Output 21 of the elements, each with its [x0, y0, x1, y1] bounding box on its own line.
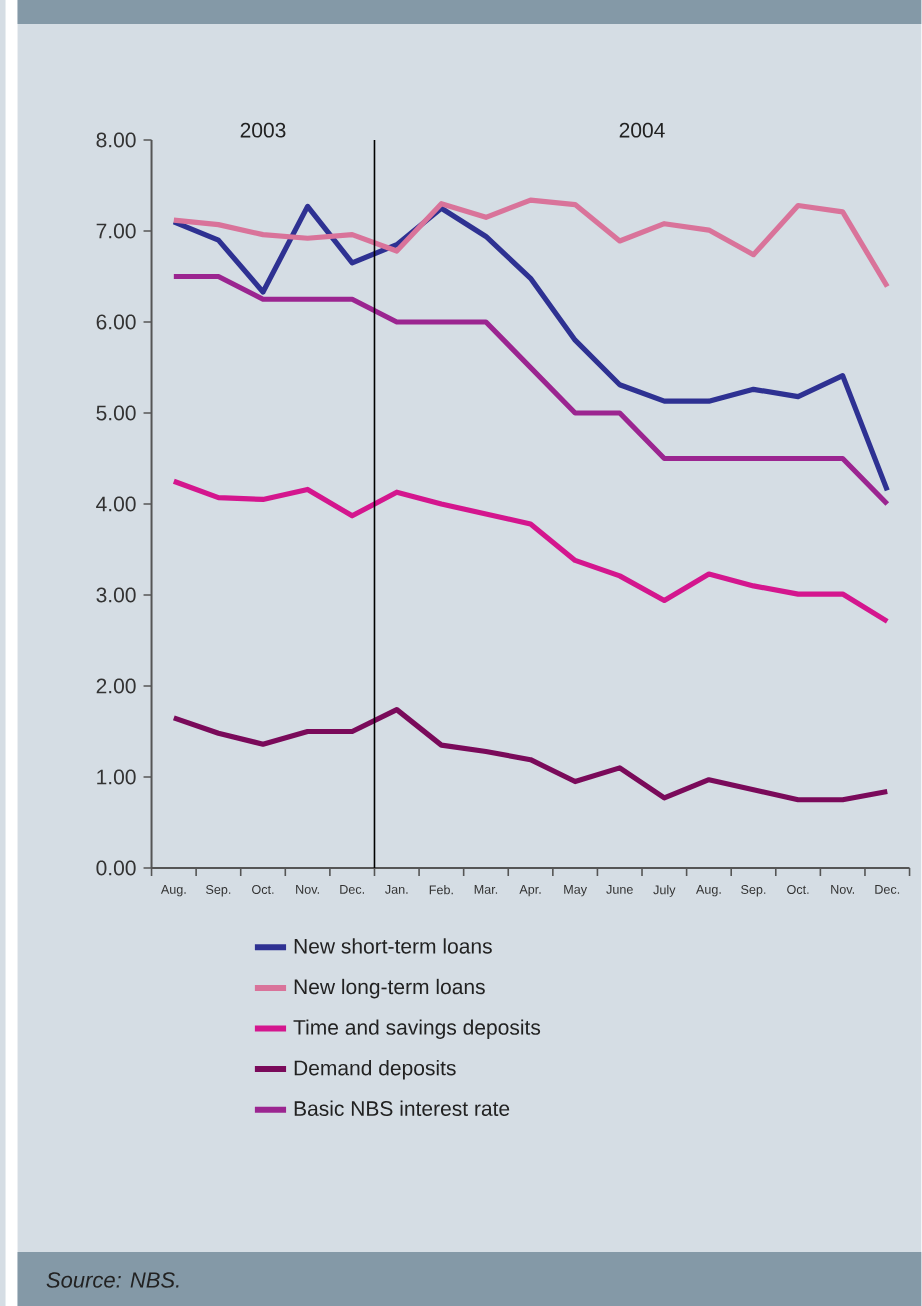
y-tick-label: 6.00: [96, 314, 136, 330]
y-tick-label: 8.00: [96, 132, 136, 148]
legend-label: Basic NBS interest rate: [294, 1100, 510, 1116]
y-tick-label: 2.00: [96, 678, 136, 694]
source-note: Source: NBS.: [46, 1272, 179, 1288]
legend-label: New long-term loans: [294, 978, 486, 999]
y-tick-label: 4.00: [96, 496, 136, 512]
y-tick-label: 3.00: [96, 587, 136, 603]
line-series: [171, 478, 891, 624]
line-series: [171, 197, 891, 290]
y-tick-label: 5.00: [96, 405, 136, 421]
legend-label: New short-term loans: [294, 938, 493, 954]
line-series: [171, 707, 891, 803]
legend-label: Time and savings deposits: [293, 1019, 541, 1039]
y-tick-label: 7.00: [96, 223, 136, 239]
text: 2004: [619, 122, 665, 138]
line-series: [171, 203, 891, 493]
y-tick-label: 1.00: [97, 769, 136, 785]
text: 2003: [240, 122, 286, 138]
y-tick-label: 0.00: [96, 860, 136, 876]
legend-label: Demand deposits: [294, 1059, 456, 1080]
